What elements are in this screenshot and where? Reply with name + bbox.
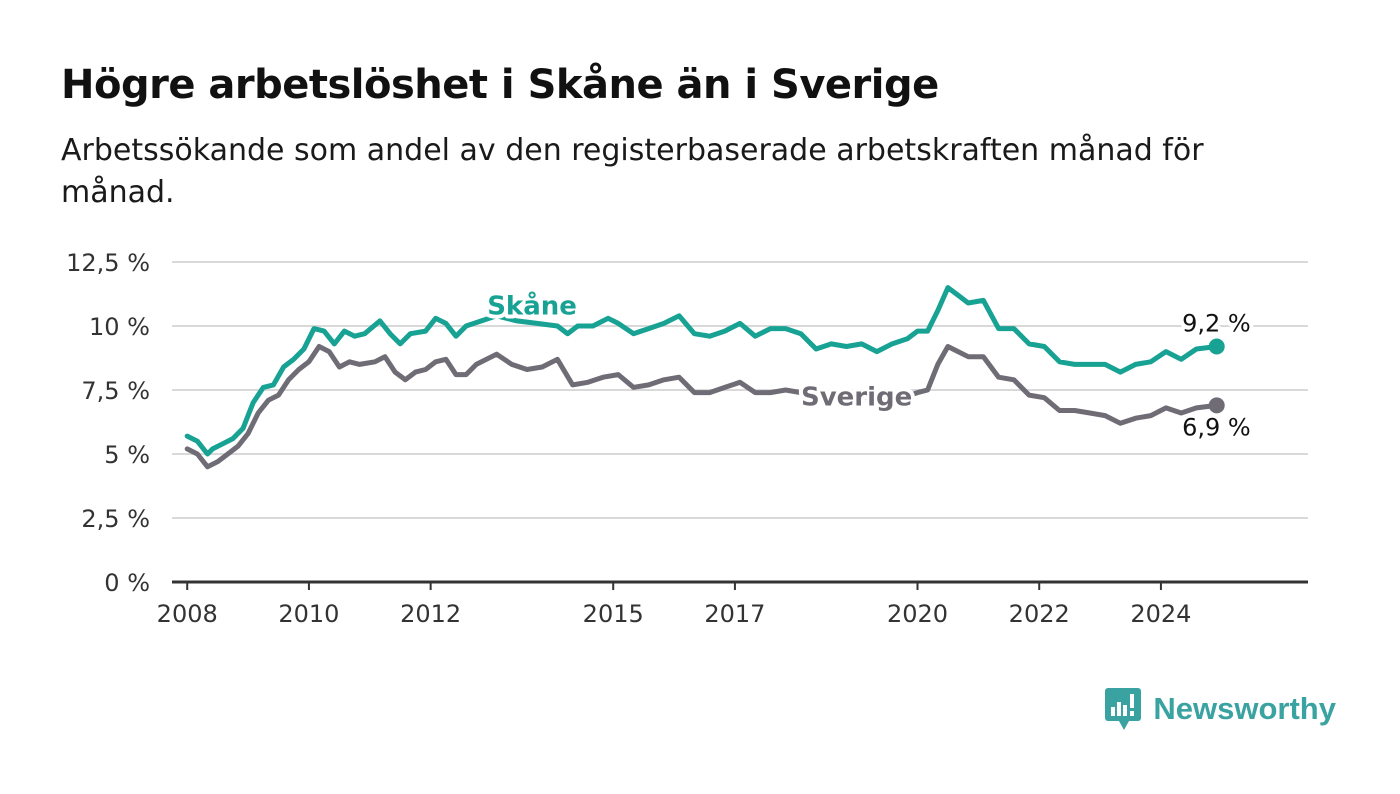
series-line-sverige [184, 344, 1220, 470]
series-endpoint-skane [1208, 338, 1225, 355]
series-endpoint-sverige [1208, 397, 1225, 414]
x-tick-label: 2024 [1130, 600, 1191, 628]
series-label-sverige: Sverige [801, 382, 912, 412]
y-tick-label: 5 % [104, 441, 150, 469]
y-tick-label: 10 % [89, 313, 150, 341]
series-line-skane [184, 285, 1220, 457]
series-label-skane: Skåne [487, 289, 577, 321]
chart-subtitle: Arbetssökande som andel av den registerb… [61, 133, 1204, 210]
x-tick-label: 2015 [583, 600, 644, 628]
y-axis-tick-labels: 0 % 2,5 % 5 % 7,5 % 10 % 12,5 % [66, 249, 150, 597]
newsworthy-logo-icon [1105, 688, 1142, 730]
end-value-label-sverige: 6,9 % [1182, 413, 1251, 441]
x-axis-tick-labels: 2008 2010 2012 2015 2017 2020 2022 2024 [157, 582, 1191, 628]
y-tick-label: 0 % [104, 569, 150, 597]
x-tick-label: 2012 [400, 600, 461, 628]
chart-title: Högre arbetslöshet i Skåne än i Sverige [61, 62, 939, 108]
x-tick-label: 2010 [278, 600, 339, 628]
x-tick-label: 2022 [1009, 600, 1070, 628]
y-tick-label: 7,5 % [81, 377, 150, 405]
brand-logo: Newsworthy [1105, 688, 1336, 730]
brand-name: Newsworthy [1153, 691, 1336, 726]
y-tick-label: 12,5 % [66, 249, 150, 277]
y-tick-label: 2,5 % [81, 505, 150, 533]
x-tick-label: 2008 [157, 600, 218, 628]
x-tick-label: 2020 [887, 600, 948, 628]
end-value-label-skane: 9,2 % [1182, 309, 1251, 337]
gridlines [172, 261, 1308, 519]
x-tick-label: 2017 [704, 600, 765, 628]
series-labels: Skåne Sverige 9,2 % 6,9 % [483, 285, 1255, 445]
series-lines [184, 285, 1225, 470]
